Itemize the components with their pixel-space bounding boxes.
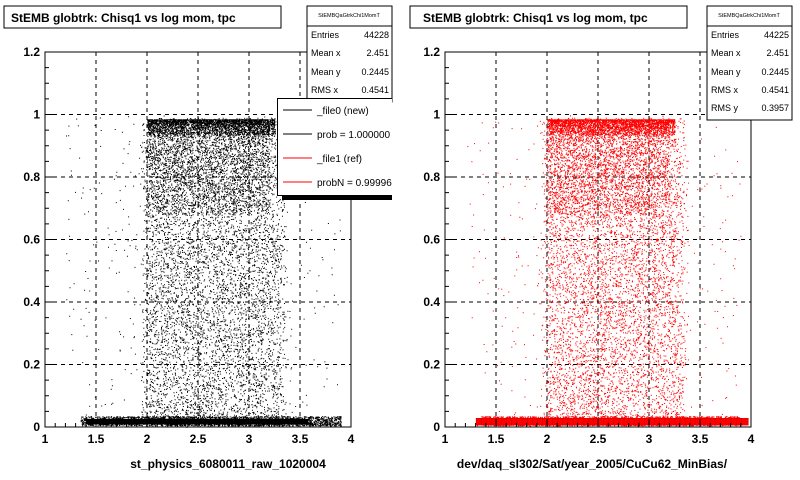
- right-stats-rmsx-label: RMS x: [711, 85, 739, 95]
- left-x-tick-label: 2.5: [190, 432, 207, 446]
- left-stats-header: StEMBQaGtrkChi1MomT: [318, 13, 380, 19]
- right-y-tick-label: 0: [433, 420, 440, 434]
- right-grid: [445, 52, 751, 427]
- right-x-tick-label: 2: [544, 432, 551, 446]
- right-stats-meanx-label: Mean x: [711, 48, 741, 58]
- right-x-tick-label: 3.5: [692, 432, 709, 446]
- left-title-box: [3, 5, 282, 29]
- right-stats-entries-label: Entries: [711, 30, 740, 40]
- right-x-tick-label: 1.5: [488, 432, 505, 446]
- legend-label-file0: _file0 (new): [316, 106, 369, 117]
- left-legend: _file0 (new) prob = 1.000000 _file1 (ref…: [277, 98, 398, 200]
- right-stats-meany: 0.2445: [761, 67, 789, 77]
- legend-label-probn: probN = 0.999966: [317, 178, 398, 189]
- left-points: [66, 115, 342, 428]
- right-title: StEMB globtrk: Chisq1 vs log mom, tpc: [423, 11, 648, 25]
- right-stats-header: StEMBQaGtrkChi1MomT: [718, 13, 780, 19]
- right-x-tick-label: 2.5: [590, 432, 607, 446]
- left-title: StEMB globtrk: Chisq1 vs log mom, tpc: [11, 11, 236, 25]
- left-stats-rmsx: 0.4541: [361, 85, 389, 95]
- right-stats-rmsy-label: RMS y: [711, 103, 739, 113]
- left-stats-entries: 44228: [364, 30, 389, 40]
- right-x-tick-label: 1: [442, 432, 449, 446]
- right-points: [467, 115, 749, 427]
- right-stats-meanx: 2.451: [766, 48, 789, 58]
- left-y-tick-label: 0: [33, 420, 40, 434]
- right-x-tick-label: 4: [748, 432, 755, 446]
- right-y-tick-label: 0.4: [423, 295, 440, 309]
- right-y-tick-label: 0.2: [423, 358, 440, 372]
- right-title-box: [409, 5, 688, 29]
- left-stats-rmsx-label: RMS x: [311, 85, 339, 95]
- left-y-tick-label: 0.4: [23, 295, 40, 309]
- left-y-tick-label: 0.6: [23, 233, 40, 247]
- legend-label-file1: _file1 (ref): [316, 154, 362, 165]
- right-bottom-band-box: [741, 418, 749, 426]
- left-x-tick-label: 1: [42, 432, 49, 446]
- left-stats-meanx-label: Mean x: [311, 48, 341, 58]
- left-x-tick-label: 3: [246, 432, 253, 446]
- left-x-tick-label: 1.5: [88, 432, 105, 446]
- left-stats-entries-label: Entries: [311, 30, 340, 40]
- left-ticks: 1 1.5 2 2.5 3 3.5 4 0 0.2 0.4 0.6 0.8 1 1.2: [23, 45, 354, 446]
- left-x-tick-label: 3.5: [292, 432, 309, 446]
- legend-label-prob: prob = 1.000000: [317, 130, 391, 141]
- left-stats-box: StEMBQaGtrkChi1MomT Entries 44228 Mean x…: [306, 5, 393, 103]
- right-scatter-points: [467, 115, 742, 427]
- left-y-tick-label: 0.8: [23, 170, 40, 184]
- left-y-tick-label: 1: [33, 108, 40, 122]
- right-stats-box: StEMBQaGtrkChi1MomT Entries 44225 Mean x…: [706, 5, 793, 121]
- right-stats-meany-label: Mean y: [711, 67, 741, 77]
- right-stats-rmsx: 0.4541: [761, 85, 789, 95]
- left-x-axis-label: st_physics_6080011_raw_1020004: [130, 457, 326, 471]
- right-y-tick-label: 0.8: [423, 170, 440, 184]
- right-x-tick-label: 3: [646, 432, 653, 446]
- left-stats-meanx: 2.451: [366, 48, 389, 58]
- right-stats-entries: 44225: [764, 30, 789, 40]
- left-stats-meany: 0.2445: [361, 67, 389, 77]
- right-x-axis-label: dev/daq_sl302/Sat/year_2005/CuCu62_MinBi…: [457, 457, 728, 471]
- right-stats-rmsy: 0.3957: [761, 103, 789, 113]
- left-x-tick-label: 4: [348, 432, 355, 446]
- right-y-tick-label: 1.2: [423, 45, 440, 59]
- right-y-tick-label: 1: [433, 108, 440, 122]
- right-ticks: 1 1.5 2 2.5 3 3.5 4 0 0.2 0.4 0.6 0.8 1 1.2: [423, 45, 754, 446]
- left-y-tick-label: 1.2: [23, 45, 40, 59]
- left-y-tick-label: 0.2: [23, 358, 40, 372]
- left-bottom-band: [85, 418, 309, 425]
- right-y-tick-label: 0.6: [423, 233, 440, 247]
- left-x-tick-label: 2: [144, 432, 151, 446]
- left-stats-meany-label: Mean y: [311, 67, 341, 77]
